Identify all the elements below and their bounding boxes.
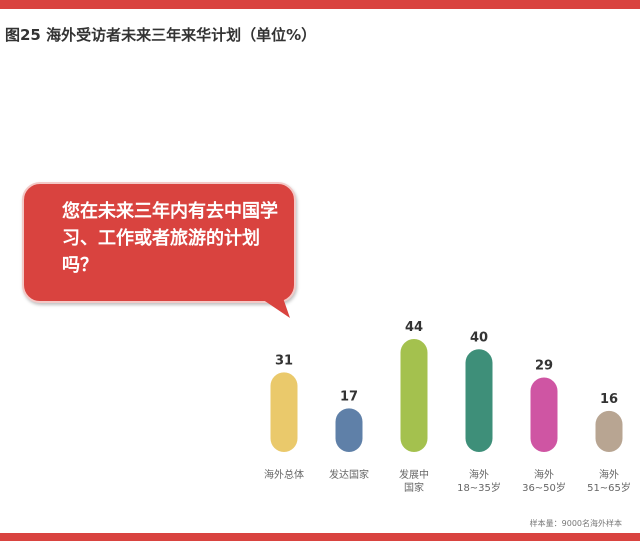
- category-label-5-line-1: 海外: [534, 468, 554, 481]
- category-label-6-line-2: 51~65岁: [587, 481, 631, 494]
- data-label-1: 31: [275, 353, 293, 368]
- category-label-1-line-1: 海外总体: [264, 468, 304, 481]
- category-label-4-line-1: 海外: [469, 468, 489, 481]
- bar-4: [465, 349, 493, 452]
- category-label-4-line-2: 18~35岁: [457, 481, 501, 494]
- bar-3: [400, 339, 428, 452]
- category-label-3-line-2: 国家: [404, 481, 424, 494]
- chart-title: 图25 海外受访者未来三年来华计划（单位%）: [5, 26, 317, 44]
- data-label-4: 40: [470, 330, 488, 345]
- category-label-3-line-1: 发展中: [399, 468, 429, 481]
- data-label-3: 44: [405, 320, 423, 335]
- speech-bubble-tail: [256, 295, 290, 318]
- data-label-5: 29: [535, 359, 553, 374]
- category-label-6-line-1: 海外: [599, 468, 619, 481]
- sample-size-note: 样本量：9000名海外样本: [529, 519, 622, 528]
- bar-1: [270, 372, 298, 452]
- bar-5: [530, 377, 558, 452]
- category-label-5-line-2: 36~50岁: [522, 481, 566, 494]
- bar-group: 31海外总体17发达国家44发展中国家40海外18~35岁29海外36~50岁1…: [264, 320, 631, 494]
- bottom-accent-bar: [0, 533, 640, 541]
- bar-6: [595, 410, 623, 452]
- speech-bubble: 您在未来三年内有去中国学习、工作或者旅游的计划吗？: [22, 182, 296, 303]
- speech-bubble-text: 您在未来三年内有去中国学习、工作或者旅游的计划吗？: [62, 201, 278, 276]
- top-accent-bar: [0, 0, 640, 9]
- bar-2: [335, 408, 363, 452]
- data-label-6: 16: [600, 392, 618, 407]
- category-label-2-line-1: 发达国家: [329, 468, 369, 481]
- data-label-2: 17: [340, 389, 358, 404]
